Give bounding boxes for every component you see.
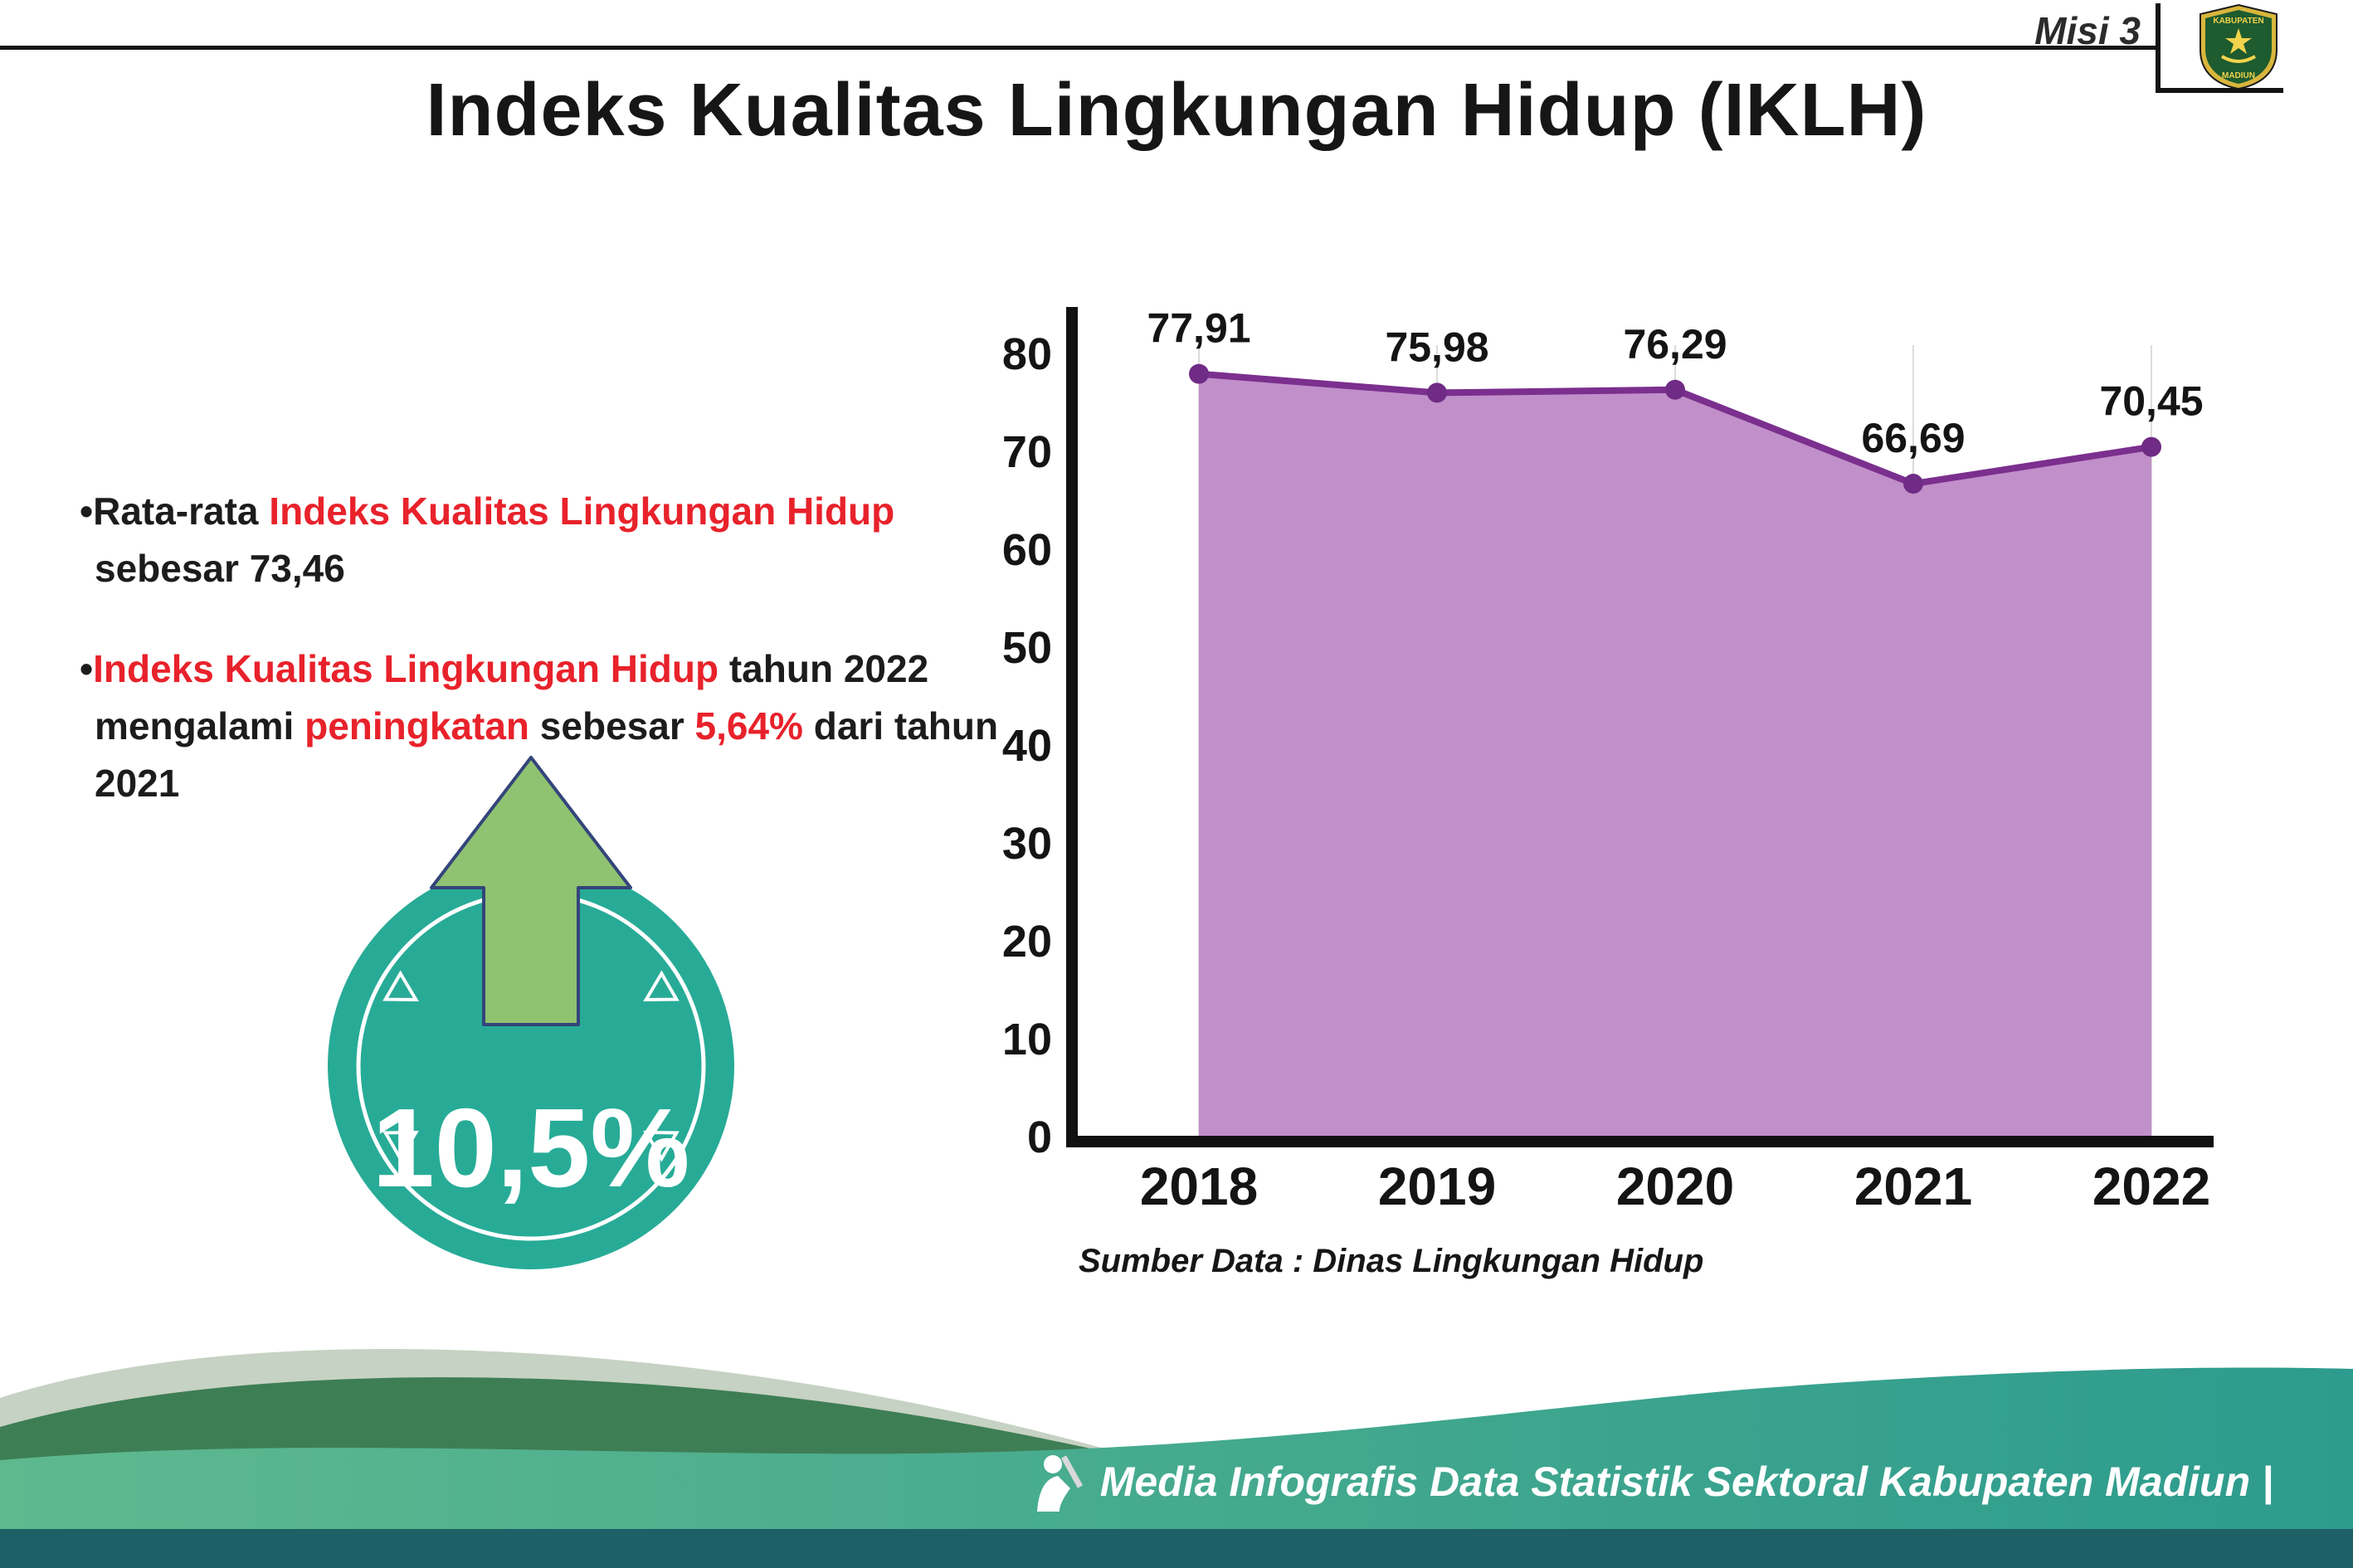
- writer-body: [1036, 1476, 1070, 1512]
- data-point: [1665, 379, 1685, 400]
- point-label: 70,45: [2099, 378, 2203, 425]
- ring-notch: [382, 970, 419, 1002]
- y-tick-label: 70: [1002, 427, 1052, 477]
- data-point: [1189, 363, 1209, 384]
- logo-star-icon: [2225, 28, 2252, 54]
- chart-area: [1199, 373, 2151, 1137]
- category-label: 2022: [2092, 1157, 2210, 1216]
- footer-waves: [0, 1349, 2353, 1568]
- ring-notch: [643, 970, 680, 1002]
- wave-teal: [0, 1367, 2353, 1568]
- category-label: 2019: [1378, 1157, 1496, 1216]
- page-title: Indeks Kualitas Lingkungan Hidup (IKLH): [426, 69, 1927, 152]
- footer-credit: Media Infografis Data Statistik Sektoral…: [1030, 1450, 2273, 1513]
- category-label: 2021: [1854, 1157, 1972, 1216]
- bullet-emphasis: Indeks Kualitas Lingkungan Hidup: [93, 647, 719, 690]
- bullet-emphasis: peningkatan: [304, 704, 530, 747]
- misi-label: Misi 3: [2034, 9, 2141, 52]
- y-tick-label: 60: [1002, 525, 1052, 575]
- category-label: 2020: [1616, 1157, 1734, 1216]
- y-tick-label: 40: [1002, 721, 1052, 771]
- logo-frame: KABUPATEN MADIUN: [2156, 3, 2283, 93]
- writer-icon: [1036, 1455, 1083, 1512]
- increase-badge: 10,5%: [328, 756, 734, 1269]
- footer: Media Infografis Data Statistik Sektoral…: [0, 1319, 2353, 1568]
- data-point: [2141, 436, 2161, 457]
- y-tick-label: 30: [1002, 819, 1052, 869]
- y-tick-label: 20: [1002, 917, 1052, 967]
- chart-source-note: Sumber Data : Dinas Lingkungan Hidup: [1079, 1243, 1704, 1279]
- point-label: 77,91: [1147, 305, 1250, 352]
- bullet-list: •Rata-rata Indeks Kualitas Lingkungan Hi…: [80, 483, 1009, 855]
- writer-head: [1043, 1455, 1062, 1473]
- bullet-text: •: [80, 647, 94, 690]
- ring-notch: [382, 1130, 419, 1162]
- bullet-text: sebesar 73,46: [95, 547, 345, 590]
- top-divider: [0, 46, 2156, 50]
- badge-value: 10,5%: [373, 1085, 690, 1210]
- badge-circle: [328, 863, 734, 1269]
- point-label: 75,98: [1385, 324, 1488, 370]
- bullet-text: •Rata-rata: [80, 489, 270, 533]
- logo-ribbon: [2220, 55, 2257, 63]
- y-tick-label: 50: [1002, 623, 1052, 673]
- point-label: 66,69: [1861, 415, 1965, 461]
- data-point: [1903, 474, 1923, 494]
- pencil: [1060, 1455, 1083, 1488]
- y-tick-label: 0: [1027, 1113, 1052, 1162]
- bullet-text: dari tahun 2021: [95, 704, 999, 805]
- bullet-text: sebesar: [529, 704, 695, 747]
- y-tick-label: 80: [1002, 329, 1052, 379]
- y-tick-label: 10: [1002, 1015, 1052, 1064]
- logo-text-madiun: MADIUN: [2222, 71, 2255, 80]
- ring-notch: [643, 1130, 680, 1162]
- point-label: 76,29: [1623, 321, 1727, 368]
- bullet-item: •Indeks Kualitas Lingkungan Hidup tahun …: [80, 640, 1009, 812]
- bullet-emphasis: 5,64%: [694, 704, 803, 747]
- footer-credit-text: Media Infografis Data Statistik Sektoral…: [1099, 1458, 2273, 1505]
- bullet-text: tahun 2022 mengalami: [95, 647, 929, 747]
- bullet-item: •Rata-rata Indeks Kualitas Lingkungan Hi…: [80, 483, 1009, 597]
- increase-arrow-icon: [430, 756, 632, 1026]
- iklh-chart-svg: 77,91 2018 75,98 2019 76,29 2020 66,69 2021 70,4…: [1002, 305, 2214, 1216]
- footer-strip: [0, 1529, 2353, 1568]
- data-point: [1427, 382, 1447, 403]
- kabupaten-madiun-logo-icon: KABUPATEN MADIUN: [2200, 3, 2277, 90]
- logo-text-kabupaten: KABUPATEN: [2213, 17, 2263, 26]
- bullet-emphasis: Indeks Kualitas Lingkungan Hidup: [269, 489, 895, 533]
- category-label: 2018: [1140, 1157, 1258, 1216]
